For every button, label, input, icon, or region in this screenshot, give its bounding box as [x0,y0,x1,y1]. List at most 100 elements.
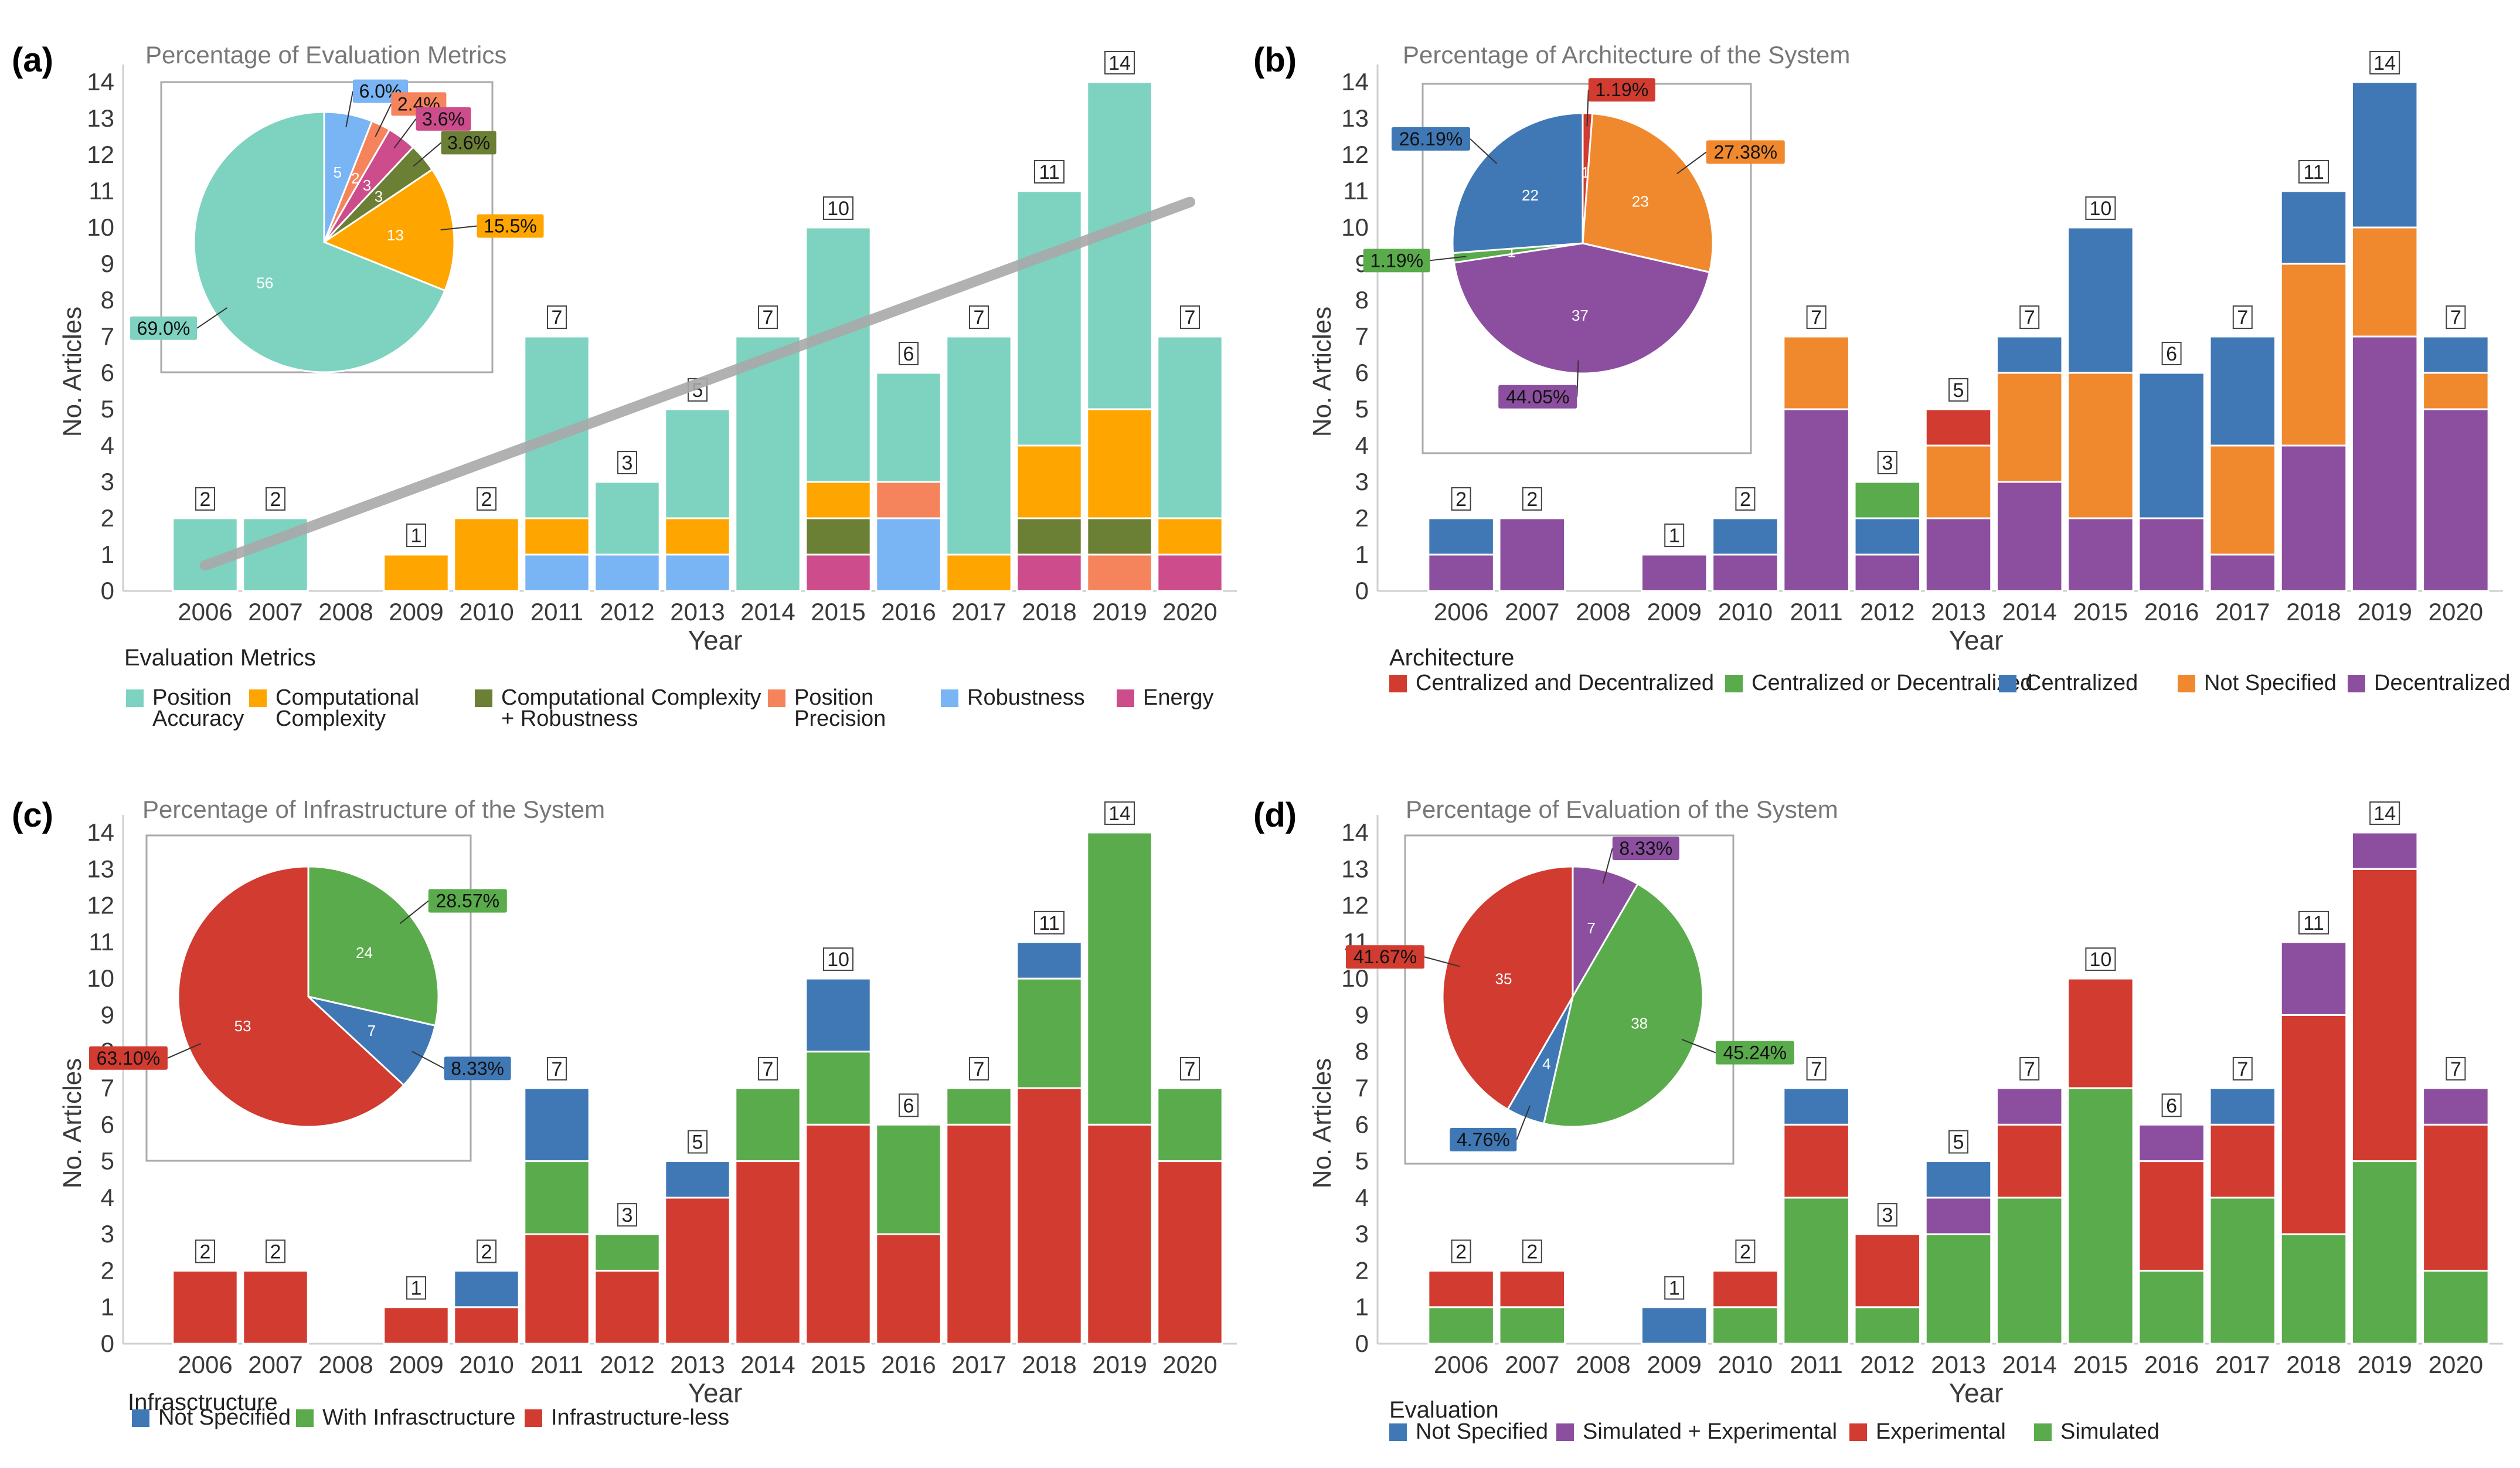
total-label: 7 [2237,307,2248,329]
bar-position-accuracy [664,408,731,519]
x-tick-label: 2013 [670,1351,725,1378]
total-label-box [2085,196,2116,220]
legend-swatch [2178,675,2195,692]
total-label: 2 [200,1241,211,1263]
bar-not-specified [1783,1087,1850,1126]
pie-count-label: 5 [334,164,342,181]
legend-label: Position [794,685,873,710]
bar-simulated [1995,1197,2063,1345]
pie-pct-box [444,1056,511,1080]
x-tick-label: 2015 [2073,1351,2128,1378]
bar-robustness [594,553,661,592]
bar-computational-complexity [1086,408,1153,519]
total-label: 7 [1185,307,1196,329]
bar-with-infrasctructure [875,1123,942,1235]
y-tick-label: 3 [1355,468,1369,495]
pie-pct-box [1498,385,1577,409]
total-label: 10 [827,198,849,220]
total-label: 10 [2089,198,2111,220]
x-tick-label: 2015 [811,1351,865,1378]
y-tick-label: 14 [1341,818,1369,846]
bar-experimental [1995,1123,2063,1199]
bar-decentralized [1498,517,1566,592]
bar-not-specified [2422,372,2490,410]
x-tick-label: 2016 [2144,598,2199,626]
legend-swatch [768,689,785,707]
bar-energy [805,553,872,592]
total-label-box [1877,1203,1897,1227]
total-label-box [2446,1057,2466,1080]
legend-label: Simulated + Experimental [1583,1419,1837,1444]
panel-label: (d) [1253,796,1297,834]
x-tick-label: 2006 [178,598,232,626]
pie-title: Percentage of Evaluation Metrics [145,41,506,69]
total-label: 2 [1526,488,1538,511]
total-label: 10 [2089,949,2111,971]
bar-simulated [1924,1233,1992,1345]
total-label-box [1180,1057,1200,1080]
bar-experimental [2209,1123,2277,1199]
total-label: 14 [2373,803,2396,825]
x-tick-label: 2017 [951,1351,1006,1378]
x-tick-label: 2010 [1718,598,1773,626]
bar-not-specified [523,1087,590,1163]
panel-label: (b) [1253,41,1297,79]
bar-experimental [2138,1160,2205,1272]
x-axis-label: Year [688,625,743,655]
x-tick-label: 2007 [1505,1351,1559,1378]
legend-label: With Infrasctructure [322,1405,515,1430]
total-label: 10 [827,949,849,971]
total-label: 7 [763,1058,774,1080]
bar-experimental [1854,1233,1922,1309]
x-axis-label: Year [1949,625,2004,655]
panel-label: (a) [12,41,53,79]
y-tick-label: 13 [87,104,114,132]
y-tick-label: 2 [1355,1256,1369,1284]
bar-centralized [1712,517,1779,556]
y-tick-label: 14 [87,68,114,96]
x-tick-label: 2017 [951,598,1006,626]
total-label: 2 [1526,1241,1538,1263]
y-tick-label: 13 [87,855,114,882]
bar-position-accuracy [805,226,872,483]
y-tick-label: 6 [1355,359,1369,386]
x-tick-label: 2014 [740,1351,795,1378]
bar-not-specified [1016,941,1083,980]
legend-label: Computational [276,685,419,710]
legend-label: Position [152,685,232,710]
total-label-box [1104,801,1135,825]
x-tick-label: 2010 [459,1351,513,1378]
bar-position-accuracy [946,335,1012,556]
bar-decentralized [1712,553,1779,592]
legend-label: Computational Complexity [501,685,761,710]
legend-label: Accuracy [152,706,244,731]
pie-pct-box [1706,140,1785,164]
pie-count-label: 4 [1542,1055,1550,1073]
pie-count-label: 7 [368,1022,376,1039]
x-tick-label: 2008 [1576,1351,1630,1378]
x-tick-label: 2020 [2429,598,2483,626]
y-tick-label: 6 [1355,1110,1369,1138]
y-tick-label: 14 [87,818,114,846]
total-label: 2 [200,488,211,511]
total-label-box [1948,378,1968,402]
total-label: 1 [1669,1277,1680,1300]
pie-leader-line [440,225,477,231]
total-label-box [823,947,853,971]
pie-count-label: 24 [356,944,373,961]
x-tick-label: 2014 [2002,598,2056,626]
y-tick-label: 5 [101,1147,114,1175]
legend-label: Centralized [2025,671,2138,695]
total-label: 7 [552,307,563,329]
x-tick-label: 2011 [1790,1351,1842,1378]
pie-pct-label: 8.33% [1619,838,1672,859]
legend-swatch [475,689,492,707]
y-tick-label: 2 [1355,504,1369,532]
y-tick-label: 12 [1341,892,1369,919]
bar-experimental [1427,1269,1495,1309]
x-tick-label: 2006 [178,1351,232,1378]
total-label-box [1664,1276,1685,1300]
x-tick-label: 2010 [1718,1351,1773,1378]
